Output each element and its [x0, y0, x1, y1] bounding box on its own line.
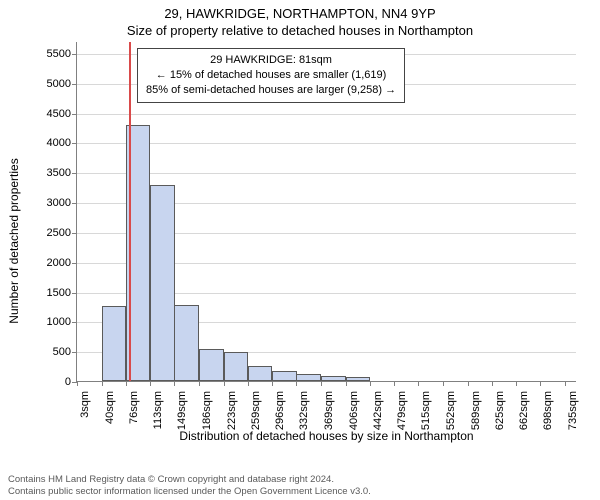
histogram-bar	[174, 305, 199, 381]
x-tick-label: 698sqm	[540, 383, 554, 430]
y-tick-label: 4000	[47, 137, 77, 149]
x-tick-label: 149sqm	[174, 383, 188, 430]
x-tick-label: 589sqm	[468, 383, 482, 430]
x-tick-label: 186sqm	[199, 383, 213, 430]
annotation-box: 29 HAWKRIDGE: 81sqm← 15% of detached hou…	[137, 48, 405, 103]
y-tick-label: 2000	[47, 257, 77, 269]
y-tick-label: 1500	[47, 287, 77, 299]
plot-area: Distribution of detached houses by size …	[76, 42, 576, 382]
histogram-bar	[199, 349, 224, 381]
y-axis-label: Number of detached properties	[7, 158, 21, 323]
x-tick-label: 296sqm	[272, 383, 286, 430]
annotation-line: 85% of semi-detached houses are larger (…	[146, 83, 396, 98]
histogram-bar	[296, 374, 321, 381]
y-tick-label: 3500	[47, 167, 77, 179]
y-tick-label: 2500	[47, 227, 77, 239]
x-tick-label: 735sqm	[565, 383, 579, 430]
x-tick-label: 479sqm	[394, 383, 408, 430]
x-tick-label: 369sqm	[321, 383, 335, 430]
chart-subtitle: Size of property relative to detached ho…	[0, 21, 600, 38]
x-tick-label: 223sqm	[224, 383, 238, 430]
histogram-bar	[102, 306, 127, 381]
property-marker-line	[129, 42, 131, 381]
x-tick-label: 332sqm	[296, 383, 310, 430]
gridline	[77, 114, 576, 115]
y-tick-label: 5000	[47, 78, 77, 90]
y-tick-label: 5500	[47, 48, 77, 60]
y-tick-label: 4500	[47, 108, 77, 120]
annotation-line: ← 15% of detached houses are smaller (1,…	[146, 68, 396, 83]
annotation-line: 29 HAWKRIDGE: 81sqm	[146, 53, 396, 68]
y-tick-label: 1000	[47, 316, 77, 328]
y-tick-label: 3000	[47, 197, 77, 209]
x-tick-label: 3sqm	[77, 383, 91, 418]
x-tick-label: 442sqm	[370, 383, 384, 430]
footer-line-2: Contains public sector information licen…	[8, 486, 592, 498]
y-tick-label: 500	[53, 346, 77, 358]
histogram-bar	[321, 376, 346, 381]
histogram-bar	[248, 366, 273, 382]
histogram-bar	[272, 371, 297, 381]
x-tick-label: 40sqm	[102, 383, 116, 424]
x-tick-label: 76sqm	[126, 383, 140, 424]
x-tick-label: 113sqm	[150, 383, 164, 429]
x-tick-label: 625sqm	[492, 383, 506, 430]
histogram-bar	[224, 352, 249, 381]
x-tick-label: 406sqm	[346, 383, 360, 430]
histogram-bar	[346, 377, 371, 381]
x-axis-label: Distribution of detached houses by size …	[179, 429, 473, 443]
chart-container: 29, HAWKRIDGE, NORTHAMPTON, NN4 9YP Size…	[0, 0, 600, 500]
footer-line-1: Contains HM Land Registry data © Crown c…	[8, 474, 592, 486]
x-tick-label: 515sqm	[418, 383, 432, 430]
x-tick-label: 552sqm	[443, 383, 457, 430]
histogram-bar	[150, 185, 175, 381]
y-tick-label: 0	[65, 376, 77, 388]
chart-area: Number of detached properties Distributi…	[28, 42, 586, 440]
footer-attribution: Contains HM Land Registry data © Crown c…	[8, 474, 592, 498]
gridline	[77, 143, 576, 144]
chart-title: 29, HAWKRIDGE, NORTHAMPTON, NN4 9YP	[0, 0, 600, 21]
x-tick-label: 662sqm	[516, 383, 530, 430]
gridline	[77, 173, 576, 174]
x-tick-label: 259sqm	[248, 383, 262, 430]
